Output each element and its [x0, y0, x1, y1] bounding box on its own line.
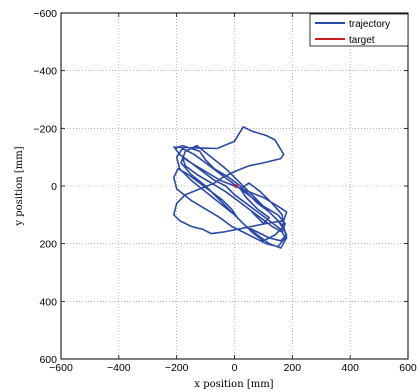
grid [61, 13, 408, 359]
legend: trajectory target [309, 13, 409, 47]
legend-label-target: target [349, 35, 375, 46]
y-tick-label: 0 [51, 181, 57, 193]
y-tick-label: 400 [39, 296, 57, 308]
x-tick-label: −600 [49, 362, 73, 374]
y-tick-label: −200 [33, 123, 57, 135]
x-tick-label: 600 [399, 362, 417, 374]
series-trajectory [173, 126, 288, 249]
y-axis-label: y position [mm] [14, 146, 25, 226]
legend-label-trajectory: trajectory [349, 19, 390, 30]
y-tick-label: −600 [33, 8, 57, 20]
x-tick-label: 0 [232, 362, 238, 374]
x-tick-label: −200 [165, 362, 189, 374]
series-layer [173, 126, 288, 249]
y-tick-label: 200 [39, 239, 57, 251]
x-tick-label: 200 [284, 362, 302, 374]
y-tick-label: 600 [39, 354, 57, 366]
x-axis-label: x position [mm] [194, 379, 273, 390]
tick-labels: −600 −400 −200 0 200 400 600−600−400−200020040… [33, 8, 417, 374]
x-tick-label: −400 [107, 362, 131, 374]
y-tick-label: −400 [33, 66, 57, 78]
legend-box [309, 13, 409, 47]
series-target [233, 183, 239, 189]
x-tick-label: 400 [341, 362, 359, 374]
